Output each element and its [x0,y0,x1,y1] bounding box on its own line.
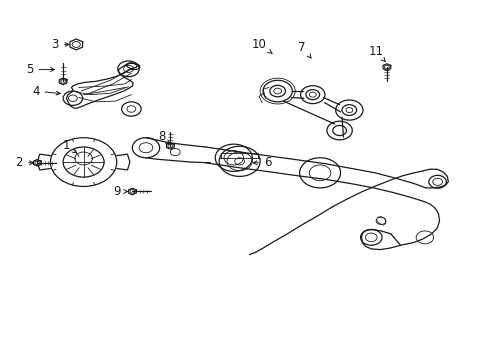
Text: 2: 2 [16,156,33,169]
Text: 1: 1 [62,139,76,153]
Text: 7: 7 [298,41,310,58]
Text: 3: 3 [52,38,69,51]
Text: 11: 11 [368,45,385,62]
Text: 10: 10 [251,38,271,53]
Text: 6: 6 [253,156,271,169]
Text: 8: 8 [158,130,170,145]
Text: 4: 4 [32,85,60,98]
Text: 9: 9 [113,185,127,198]
Text: 5: 5 [26,63,54,76]
